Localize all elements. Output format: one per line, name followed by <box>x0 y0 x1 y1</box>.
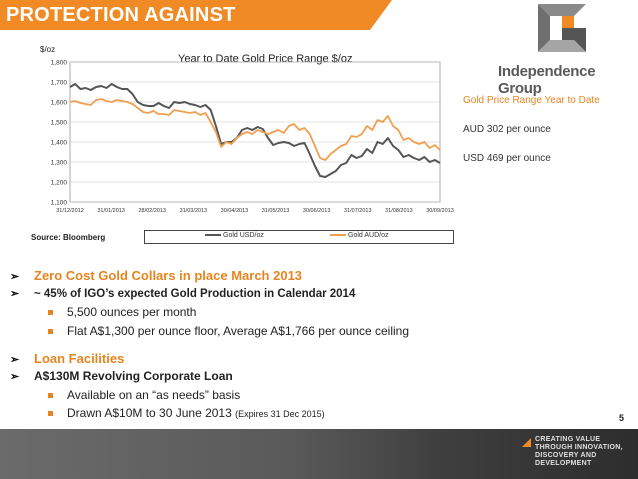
legend-aud-swatch <box>330 234 346 237</box>
footer-tagline: CREATING VALUE THROUGH INNOVATION, DISCO… <box>535 436 623 467</box>
square-bullet-icon <box>48 411 53 417</box>
side-heading: Gold Price Range Year to Date <box>463 95 600 106</box>
bullet-production: ➢ ~ 45% of IGO’s expected Gold Production… <box>10 287 355 300</box>
legend-usd: Gold USD/oz <box>205 232 264 239</box>
legend-usd-swatch <box>205 234 221 237</box>
x-tick-label: 31/05/2013 <box>262 208 290 214</box>
bullet-loan-text: Loan Facilities <box>34 351 125 366</box>
legend-aud: Gold AUD/oz <box>330 232 388 239</box>
page-number: 5 <box>618 413 624 423</box>
y-tick-label: 1,800 <box>51 60 68 67</box>
bullet-revolving: ➢ A$130M Revolving Corporate Loan <box>10 369 233 383</box>
x-tick-label: 31/03/2013 <box>180 208 208 214</box>
legend-aud-label: Gold AUD/oz <box>348 232 389 239</box>
footer-band <box>0 429 638 479</box>
chart-source: Source: Bloomberg <box>31 233 106 242</box>
x-tick-label: 31/01/2013 <box>97 208 125 214</box>
y-axis-label: $/oz <box>40 45 55 54</box>
bullet-loan: ➢ Loan Facilities <box>10 351 124 366</box>
x-tick-label: 31/07/2013 <box>344 208 372 214</box>
bullet-collars-text: Zero Cost Gold Collars in place March 20… <box>34 268 303 283</box>
x-tick-label: 30/04/2013 <box>221 208 249 214</box>
y-tick-label: 1,600 <box>51 100 68 107</box>
bullet-collars: ➢ Zero Cost Gold Collars in place March 2… <box>10 268 302 283</box>
series-line-usd <box>69 83 441 178</box>
bullet-production-text: ~ 45% of IGO’s expected Gold Production … <box>34 288 356 300</box>
y-tick-label: 1,200 <box>51 180 68 187</box>
sub-bullet-floor: Flat A$1,300 per ounce floor, Average A$… <box>48 324 409 338</box>
series-line-aud <box>69 98 441 161</box>
title-bar: PROTECTION AGAINST UNCERTAINTY <box>0 0 392 49</box>
sub-bullet-available-text: Available on an “as needs” basis <box>67 388 241 402</box>
arrow-bullet-icon: ➢ <box>10 371 20 383</box>
y-tick-label: 1,100 <box>51 200 68 207</box>
sub-bullet-floor-text: Flat A$1,300 per ounce floor, Average A$… <box>67 324 410 338</box>
gold-price-chart: Year to Date Gold Price Range $/oz $/oz 1,… <box>40 45 454 214</box>
company-name: Independence Group <box>498 63 596 97</box>
chart-legend: Gold USD/oz Gold AUD/oz <box>144 230 454 244</box>
y-tick-label: 1,700 <box>51 80 68 87</box>
arrow-bullet-icon: ➢ <box>10 271 20 283</box>
sub-bullet-available: Available on an “as needs” basis <box>48 388 240 402</box>
page-title: PROTECTION AGAINST UNCERTAINTY <box>6 4 236 49</box>
y-tick-label: 1,300 <box>51 160 68 167</box>
footer-triangle-icon <box>522 438 531 447</box>
x-tick-label: 30/06/2013 <box>303 208 331 214</box>
square-bullet-icon <box>48 329 53 335</box>
aud-range: AUD 302 per ounce <box>463 124 551 135</box>
square-bullet-icon <box>48 310 53 316</box>
x-tick-label: 31/12/2012 <box>56 208 84 214</box>
sub-bullet-ounces-text: 5,500 ounces per month <box>67 305 197 319</box>
sub-bullet-drawn: Drawn A$10M to 30 June 2013 (Expires 31 … <box>48 406 325 420</box>
company-logo-icon <box>538 4 586 52</box>
x-tick-label: 31/08/2013 <box>385 208 413 214</box>
x-tick-label: 28/02/2013 <box>138 208 166 214</box>
y-tick-label: 1,400 <box>51 140 68 147</box>
bullet-revolving-text: A$130M Revolving Corporate Loan <box>34 369 233 383</box>
arrow-bullet-icon: ➢ <box>10 354 20 366</box>
y-tick-label: 1,500 <box>51 120 68 127</box>
sub-bullet-drawn-text: Drawn A$10M to 30 June 2013 <box>67 406 232 420</box>
sub-bullet-drawn-note: (Expires 31 Dec 2015) <box>235 409 325 419</box>
x-tick-label: 30/09/2013 <box>426 208 454 214</box>
square-bullet-icon <box>48 393 53 399</box>
sub-bullet-ounces: 5,500 ounces per month <box>48 305 196 319</box>
legend-usd-label: Gold USD/oz <box>223 232 264 239</box>
usd-range: USD 469 per ounce <box>463 153 551 164</box>
arrow-bullet-icon: ➢ <box>10 288 20 300</box>
chart-title: Year to Date Gold Price Range $/oz <box>178 53 352 65</box>
